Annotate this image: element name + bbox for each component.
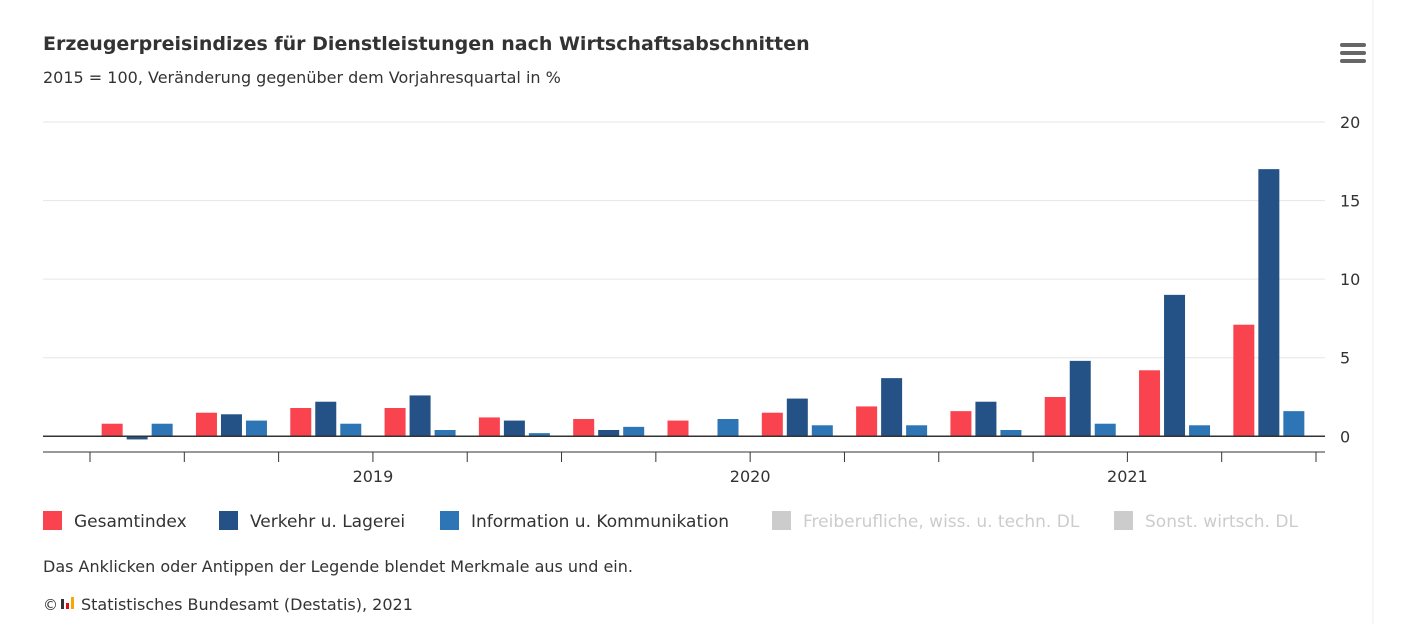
logo-bar — [71, 597, 74, 609]
bar — [315, 401, 337, 437]
bar — [1189, 425, 1211, 437]
bar — [101, 423, 123, 437]
bar — [1258, 169, 1280, 437]
bar — [151, 423, 173, 437]
logo-bar — [61, 599, 64, 609]
menu-bar — [1340, 43, 1366, 47]
menu-button[interactable] — [1340, 43, 1366, 63]
legend-label[interactable]: Information u. Kommunikation — [471, 512, 729, 532]
y-tick-label: 0 — [1340, 427, 1350, 446]
legend-label[interactable]: Gesamtindex — [74, 512, 187, 532]
bar — [1139, 370, 1161, 437]
bar — [906, 425, 928, 437]
bar — [1094, 423, 1116, 437]
bar — [811, 425, 833, 437]
legend-swatch[interactable] — [772, 511, 791, 530]
legend-swatch[interactable] — [1114, 511, 1133, 530]
y-tick-label: 20 — [1340, 113, 1360, 132]
bar — [856, 406, 878, 437]
bar — [717, 419, 739, 437]
bar — [384, 408, 406, 437]
bar — [623, 426, 645, 437]
bar — [503, 420, 525, 437]
legend-swatch[interactable] — [440, 511, 459, 530]
logo — [61, 597, 74, 609]
bar — [434, 430, 456, 437]
bar — [1044, 397, 1066, 437]
logo-bar — [66, 603, 69, 609]
x-year-label: 2019 — [353, 467, 394, 486]
bar — [1233, 324, 1255, 437]
bar — [761, 412, 783, 437]
bar — [195, 412, 217, 437]
bar — [786, 398, 808, 437]
bar — [975, 401, 997, 437]
bar — [881, 378, 903, 437]
bar — [1164, 294, 1186, 437]
bar — [220, 414, 242, 437]
bar — [1069, 360, 1091, 437]
bar — [126, 436, 148, 440]
chart-title: Erzeugerpreisindizes für Dienstleistunge… — [43, 33, 810, 55]
x-year-label: 2020 — [730, 467, 771, 486]
x-year-label: 2021 — [1107, 467, 1148, 486]
y-tick-label: 5 — [1340, 349, 1350, 368]
copyright-sign: © — [43, 596, 58, 614]
bar — [478, 417, 500, 437]
bar — [245, 420, 267, 437]
legend-label[interactable]: Sonst. wirtsch. DL — [1145, 512, 1298, 532]
bar — [528, 433, 550, 437]
legend-label[interactable]: Verkehr u. Lagerei — [250, 512, 405, 532]
note: Das Anklicken oder Antippen der Legende … — [43, 557, 633, 576]
menu-bar — [1340, 59, 1366, 63]
chart-subtitle: 2015 = 100, Veränderung gegenüber dem Vo… — [43, 68, 561, 87]
bar — [667, 420, 689, 437]
bar — [1000, 430, 1022, 437]
bar — [290, 408, 312, 437]
bar — [1283, 411, 1305, 437]
credit: Statistisches Bundesamt (Destatis), 2021 — [81, 595, 413, 614]
bar — [598, 430, 620, 437]
menu-bar — [1340, 51, 1366, 55]
bar — [573, 419, 595, 437]
bar — [409, 395, 431, 437]
legend-label[interactable]: Freiberufliche, wiss. u. techn. DL — [803, 512, 1080, 532]
y-tick-label: 10 — [1340, 270, 1360, 289]
bar — [950, 411, 972, 437]
legend-swatch[interactable] — [219, 511, 238, 530]
bar — [340, 423, 362, 437]
y-tick-label: 15 — [1340, 192, 1360, 211]
legend-swatch[interactable] — [43, 511, 62, 530]
